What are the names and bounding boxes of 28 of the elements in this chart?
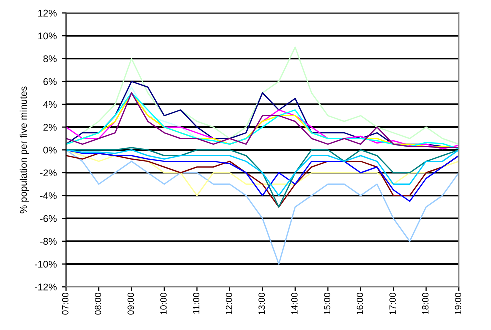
x-tick-label: 08:00 [95,293,102,315]
y-tick-label: 12% [38,10,57,17]
x-tick-label: 07:00 [62,293,69,315]
y-tick-label: 4% [43,101,57,108]
x-tick-label: 16:00 [356,293,364,315]
y-tick-label: -8% [40,238,57,246]
x-tick-label: 12:00 [226,293,232,315]
y-tick-label: 10% [38,32,57,40]
y-tick-label: -10% [34,261,57,268]
y-tick-label: -2% [40,170,57,177]
y-tick-label: 6% [44,78,57,86]
x-tick-label: 13:00 [258,293,266,315]
y-tick-label: 0% [44,146,57,154]
x-tick-label: 14:00 [291,293,298,315]
x-tick-label: 19:00 [455,293,462,315]
y-tick-label: 2% [44,124,57,131]
y-axis-title: % population per five minutes [20,86,30,214]
x-tick-label: 17:00 [390,293,396,315]
x-tick-label: 18:00 [422,293,429,315]
y-tick-label: -4% [40,192,57,200]
y-tick-label: -6% [40,215,57,222]
x-tick-label: 11:00 [193,293,200,314]
line-series [66,150,460,265]
x-tick-label: 10:00 [160,293,167,315]
y-tick-label: -12% [34,284,57,291]
x-tick-label: 15:00 [324,293,331,315]
x-tick-label: 09:00 [128,293,134,315]
y-tick-label: 8% [44,56,57,62]
